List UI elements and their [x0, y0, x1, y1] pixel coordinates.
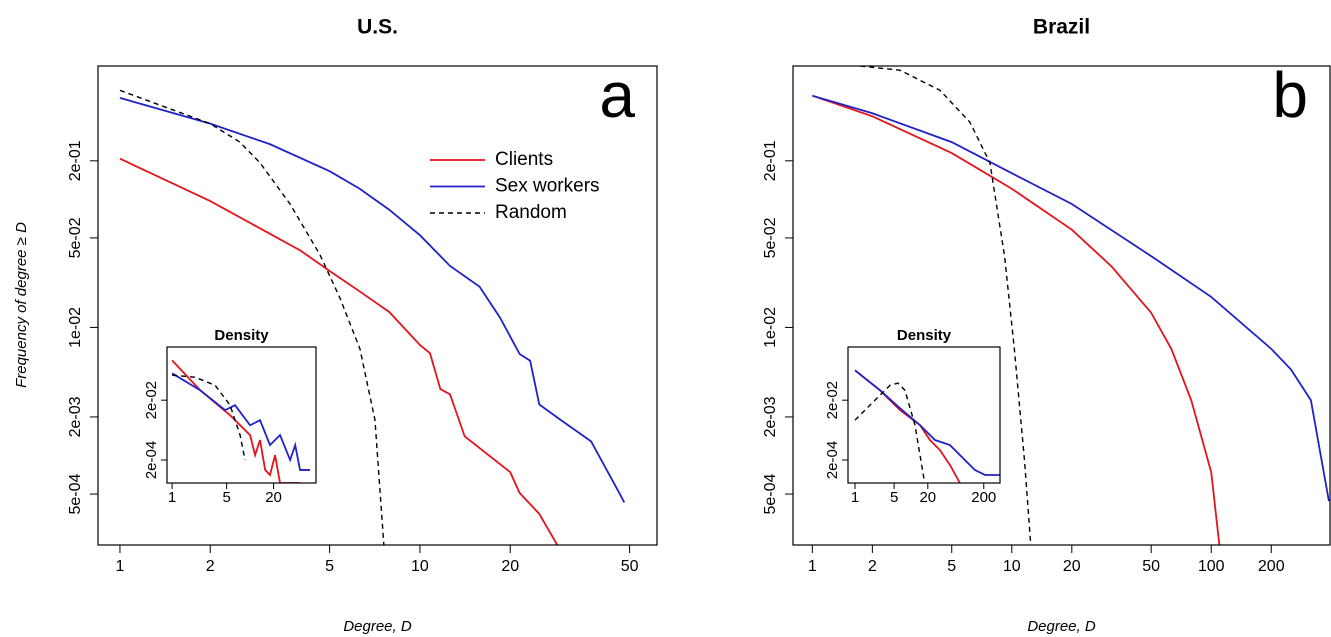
- x-tick-label: 1: [808, 558, 817, 575]
- x-axis-label: Degree, D: [343, 618, 412, 635]
- y-tick-label: 2e-04: [824, 441, 841, 479]
- chart-title: U.S.: [357, 16, 398, 39]
- x-tick-label: 20: [501, 558, 519, 575]
- panel-label: b: [1272, 59, 1308, 131]
- x-tick-label: 50: [621, 558, 639, 575]
- inset-background: [848, 347, 1000, 483]
- legend-label: Clients: [495, 149, 553, 170]
- x-tick-label: 20: [265, 489, 282, 506]
- plot-frame: [847, 346, 1001, 484]
- series-group: [171, 359, 311, 483]
- plot-frame: [792, 65, 1331, 546]
- series-line: [854, 382, 926, 483]
- y-tick-label: 5e-02: [67, 217, 84, 258]
- x-tick-label: 200: [971, 489, 996, 506]
- y-tick-label: 5e-02: [762, 217, 779, 258]
- y-tick-label: 1e-02: [67, 307, 84, 348]
- series-line: [860, 66, 1032, 545]
- x-tick-label: 5: [222, 489, 230, 506]
- x-tick-label: 10: [411, 558, 429, 575]
- series-group: [854, 369, 1000, 483]
- inset-title: Density: [214, 327, 269, 344]
- y-tick-label: 1e-02: [762, 307, 779, 348]
- x-tick-label: 1: [115, 558, 124, 575]
- y-axis-label: Frequency of degree ≥ D: [13, 222, 30, 388]
- x-tick-label: 200: [1258, 558, 1285, 575]
- plot-frame: [166, 346, 317, 484]
- y-tick-label: 5e-04: [762, 473, 779, 514]
- series-line: [854, 369, 1000, 476]
- legend-label: Sex workers: [495, 176, 600, 197]
- x-tick-label: 20: [1063, 558, 1081, 575]
- series-line: [172, 374, 246, 461]
- x-tick-label: 100: [1198, 558, 1225, 575]
- y-tick-label: 2e-03: [762, 396, 779, 437]
- series-line: [812, 94, 1221, 545]
- y-tick-label: 2e-04: [143, 441, 160, 479]
- series-line: [119, 97, 626, 503]
- x-axis-label: Degree, D: [1027, 618, 1096, 635]
- series-line: [119, 157, 559, 545]
- series-line: [119, 89, 385, 545]
- y-tick-label: 2e-02: [143, 381, 160, 419]
- series-line: [812, 94, 1330, 502]
- y-tick-label: 2e-03: [67, 396, 84, 437]
- panel-label: a: [599, 59, 635, 131]
- x-tick-label: 5: [325, 558, 334, 575]
- x-tick-label: 1: [851, 489, 859, 506]
- y-tick-label: 2e-01: [762, 140, 779, 181]
- y-tick-label: 2e-02: [824, 381, 841, 419]
- x-tick-label: 5: [890, 489, 898, 506]
- x-tick-label: 20: [919, 489, 936, 506]
- x-tick-label: 10: [1003, 558, 1021, 575]
- x-tick-label: 50: [1142, 558, 1160, 575]
- x-tick-label: 1: [168, 489, 176, 506]
- chart-title: Brazil: [1033, 16, 1090, 39]
- y-tick-label: 5e-04: [67, 473, 84, 514]
- series-group: [812, 66, 1330, 545]
- x-tick-label: 5: [947, 558, 956, 575]
- legend-label: Random: [495, 202, 567, 223]
- y-tick-label: 2e-01: [67, 140, 84, 181]
- x-tick-label: 2: [868, 558, 877, 575]
- plot-frame: [97, 65, 658, 546]
- x-tick-label: 2: [206, 558, 215, 575]
- series-line: [171, 372, 311, 471]
- inset-title: Density: [897, 327, 952, 344]
- series-group: [119, 89, 626, 545]
